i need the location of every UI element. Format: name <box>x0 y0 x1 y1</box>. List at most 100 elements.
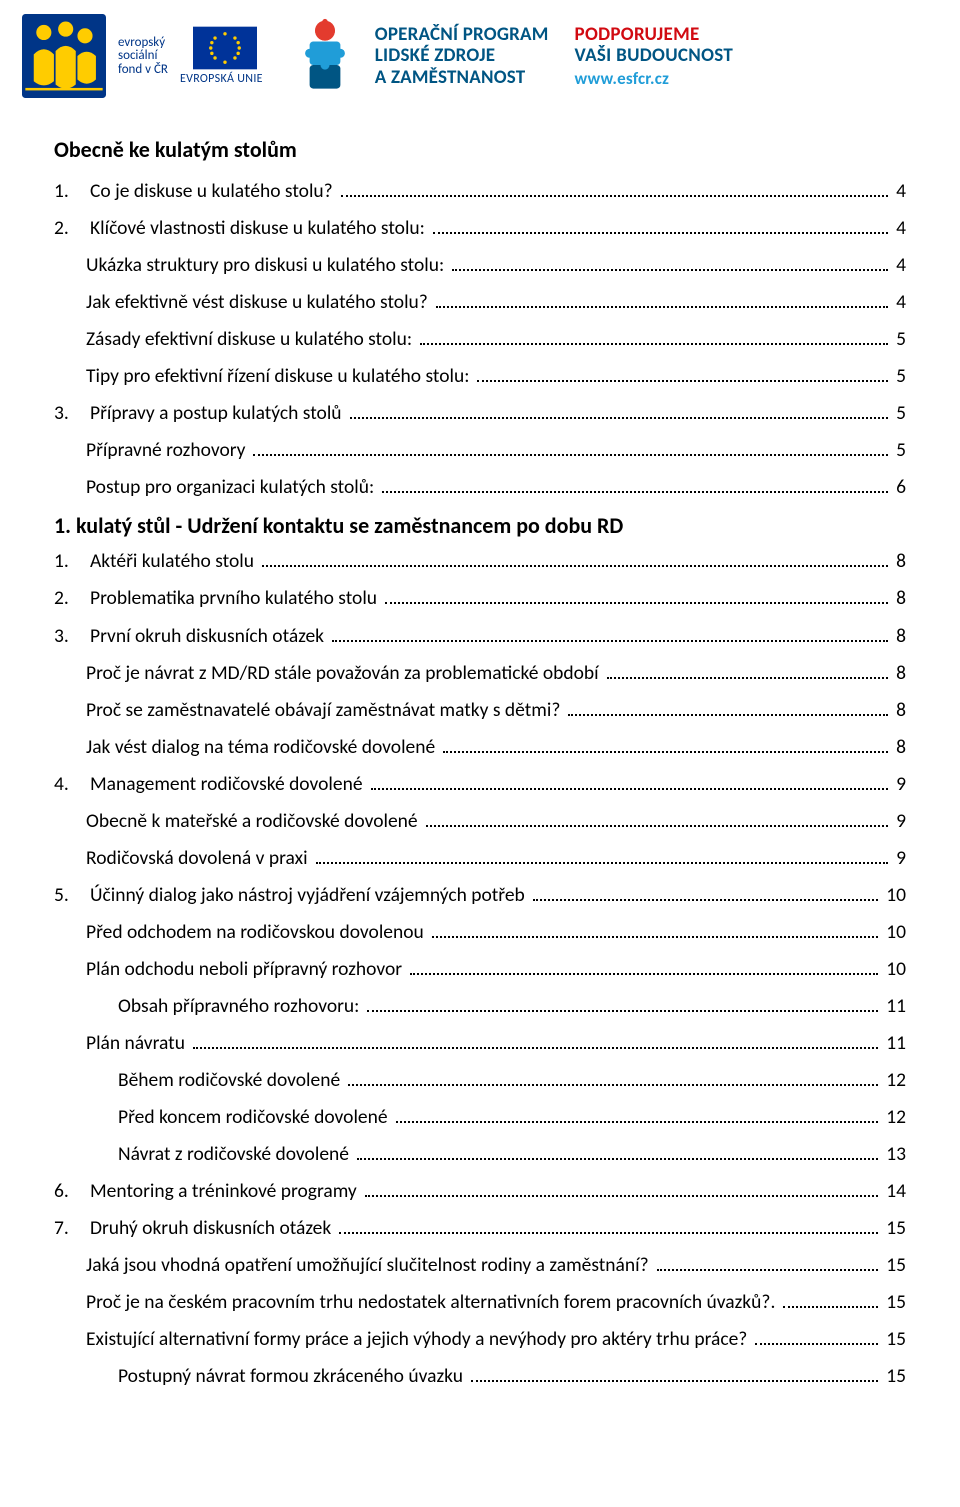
toc-entry-page: 5 <box>892 395 906 432</box>
eu-label: EVROPSKÁ UNIE <box>180 72 263 86</box>
toc-entry: Obsah přípravného rozhovoru: 11 <box>54 988 906 1025</box>
toc-entry: Proč je na českém pracovním trhu nedosta… <box>54 1284 906 1321</box>
op-line: OPERAČNÍ PROGRAM <box>375 24 549 45</box>
dot-leader <box>316 862 889 864</box>
op-line: A ZAMĚSTNANOST <box>375 67 549 88</box>
toc-entry: Před odchodem na rodičovskou dovolenou 10 <box>54 914 906 951</box>
toc-entry-page: 8 <box>892 729 906 766</box>
toc-entry-page: 4 <box>892 247 906 284</box>
support-line2: VAŠI BUDOUCNOST <box>575 45 734 66</box>
dot-leader <box>783 1306 878 1308</box>
toc-entry-label: Proč je návrat z MD/RD stále považován z… <box>86 655 603 692</box>
dot-leader <box>443 751 888 753</box>
toc-entry-page: 15 <box>882 1210 906 1247</box>
toc-entry-label: Postup pro organizaci kulatých stolů: <box>86 469 378 506</box>
toc-entry: 6.Mentoring a tréninkové programy 14 <box>54 1173 906 1210</box>
toc-entry-label: Obsah přípravného rozhovoru: <box>118 988 363 1025</box>
dot-leader <box>755 1343 878 1345</box>
toc-entry: Proč je návrat z MD/RD stále považován z… <box>54 655 906 692</box>
toc-entry: Jak vést dialog na téma rodičovské dovol… <box>54 729 906 766</box>
dot-leader <box>471 1380 878 1382</box>
toc-entry-page: 10 <box>882 951 906 988</box>
dot-leader <box>410 973 878 975</box>
dot-leader <box>452 269 888 271</box>
toc-entry: 1.Aktéři kulatého stolu 8 <box>54 543 906 580</box>
toc-entry-label: Obecně k mateřské a rodičovské dovolené <box>86 803 422 840</box>
dot-leader <box>371 788 889 790</box>
toc-entry-page: 13 <box>882 1136 906 1173</box>
toc-entry: 1.Co je diskuse u kulatého stolu? 4 <box>54 173 906 210</box>
toc-entry-page: 6 <box>892 469 906 506</box>
toc-entry-label: Před odchodem na rodičovskou dovolenou <box>86 914 428 951</box>
toc-entry-page: 15 <box>882 1321 906 1358</box>
support-url: www.esfcr.cz <box>575 69 734 88</box>
toc-entry: 7.Druhý okruh diskusních otázek15 <box>54 1210 906 1247</box>
toc-entry: 2.Klíčové vlastnosti diskuse u kulatého … <box>54 210 906 247</box>
toc-entry-label: 2.Problematika prvního kulatého stolu <box>54 580 381 617</box>
dot-leader <box>385 602 888 604</box>
toc-entry-label: Proč je na českém pracovním trhu nedosta… <box>86 1284 779 1321</box>
toc-entry-label: 2.Klíčové vlastnosti diskuse u kulatého … <box>54 210 429 247</box>
dot-leader <box>382 491 888 493</box>
dot-leader <box>350 417 889 419</box>
dot-leader <box>533 899 878 901</box>
dot-leader <box>332 640 888 642</box>
toc-entry-page: 4 <box>892 173 906 210</box>
toc-entry-label: 1.Co je diskuse u kulatého stolu? <box>54 173 337 210</box>
dot-leader <box>193 1047 878 1049</box>
toc-entry-page: 12 <box>882 1099 906 1136</box>
dot-leader <box>339 1232 878 1234</box>
toc-entry-label: Jaká jsou vhodná opatření umožňující slu… <box>86 1247 653 1284</box>
toc-entry-label: Proč se zaměstnavatelé obávají zaměstnáv… <box>86 692 564 729</box>
toc-entry: 3.Přípravy a postup kulatých stolů5 <box>54 395 906 432</box>
dot-leader <box>568 714 888 716</box>
toc-entry: Návrat z rodičovské dovolené 13 <box>54 1136 906 1173</box>
toc-entry: Plán odchodu neboli přípravný rozhovor10 <box>54 951 906 988</box>
toc-entry-label: Přípravné rozhovory <box>86 432 249 469</box>
toc-list: 1.Co je diskuse u kulatého stolu? 4 2.Klíč… <box>54 173 906 1396</box>
dot-leader <box>253 454 888 456</box>
toc-entry-page: 14 <box>882 1173 906 1210</box>
toc-entry-label: Návrat z rodičovské dovolené <box>118 1136 353 1173</box>
toc-entry: Existující alternativní formy práce a je… <box>54 1321 906 1358</box>
toc-entry: 2.Problematika prvního kulatého stolu 8 <box>54 580 906 617</box>
toc-entry-page: 5 <box>892 358 906 395</box>
toc-entry: Před koncem rodičovské dovolené12 <box>54 1099 906 1136</box>
dot-leader <box>420 343 888 345</box>
toc-entry-label: 6.Mentoring a tréninkové programy <box>54 1173 361 1210</box>
toc-entry-label: Zásady efektivní diskuse u kulatého stol… <box>86 321 416 358</box>
toc-entry-label: 5.Účinný dialog jako nástroj vyjádření v… <box>54 877 529 914</box>
toc-entry-page: 4 <box>892 284 906 321</box>
dot-leader <box>657 1269 879 1271</box>
toc-entry-label: Jak efektivně vést diskuse u kulatého st… <box>86 284 432 321</box>
dot-leader <box>341 195 888 197</box>
toc-entry-label: 4.Management rodičovské dovolené <box>54 766 367 803</box>
toc-entry-page: 8 <box>892 580 906 617</box>
toc-entry-page: 15 <box>882 1358 906 1395</box>
toc-entry: 5.Účinný dialog jako nástroj vyjádření v… <box>54 877 906 914</box>
toc-entry-page: 10 <box>882 877 906 914</box>
esf-logo <box>22 14 106 98</box>
toc-entry: 4.Management rodičovské dovolené9 <box>54 766 906 803</box>
op-puzzle-icon <box>293 18 357 94</box>
toc-entry-page: 15 <box>882 1247 906 1284</box>
toc-entry-label: Ukázka struktury pro diskusi u kulatého … <box>86 247 448 284</box>
esf-text-line: fond v ČR <box>118 63 168 77</box>
support-line1: PODPORUJEME <box>575 24 734 45</box>
toc-entry: Ukázka struktury pro diskusi u kulatého … <box>54 247 906 284</box>
toc-entry-page: 8 <box>892 692 906 729</box>
dot-leader <box>262 565 888 567</box>
toc-entry-page: 10 <box>882 914 906 951</box>
toc-entry-page: 11 <box>882 988 906 1025</box>
toc-entry-page: 8 <box>892 618 906 655</box>
toc-entry: Během rodičovské dovolené12 <box>54 1062 906 1099</box>
dot-leader <box>477 380 888 382</box>
toc-entry-page: 4 <box>892 210 906 247</box>
toc-entry: Jak efektivně vést diskuse u kulatého st… <box>54 284 906 321</box>
toc-entry-label: 1.Aktéři kulatého stolu <box>54 543 258 580</box>
toc-entry-label: Postupný návrat formou zkráceného úvazku <box>118 1358 467 1395</box>
toc-entry-label: Jak vést dialog na téma rodičovské dovol… <box>86 729 439 766</box>
section-heading: 1. kulatý stůl - Udržení kontaktu se zam… <box>54 512 906 539</box>
dot-leader <box>348 1084 878 1086</box>
toc-entry-page: 8 <box>892 543 906 580</box>
